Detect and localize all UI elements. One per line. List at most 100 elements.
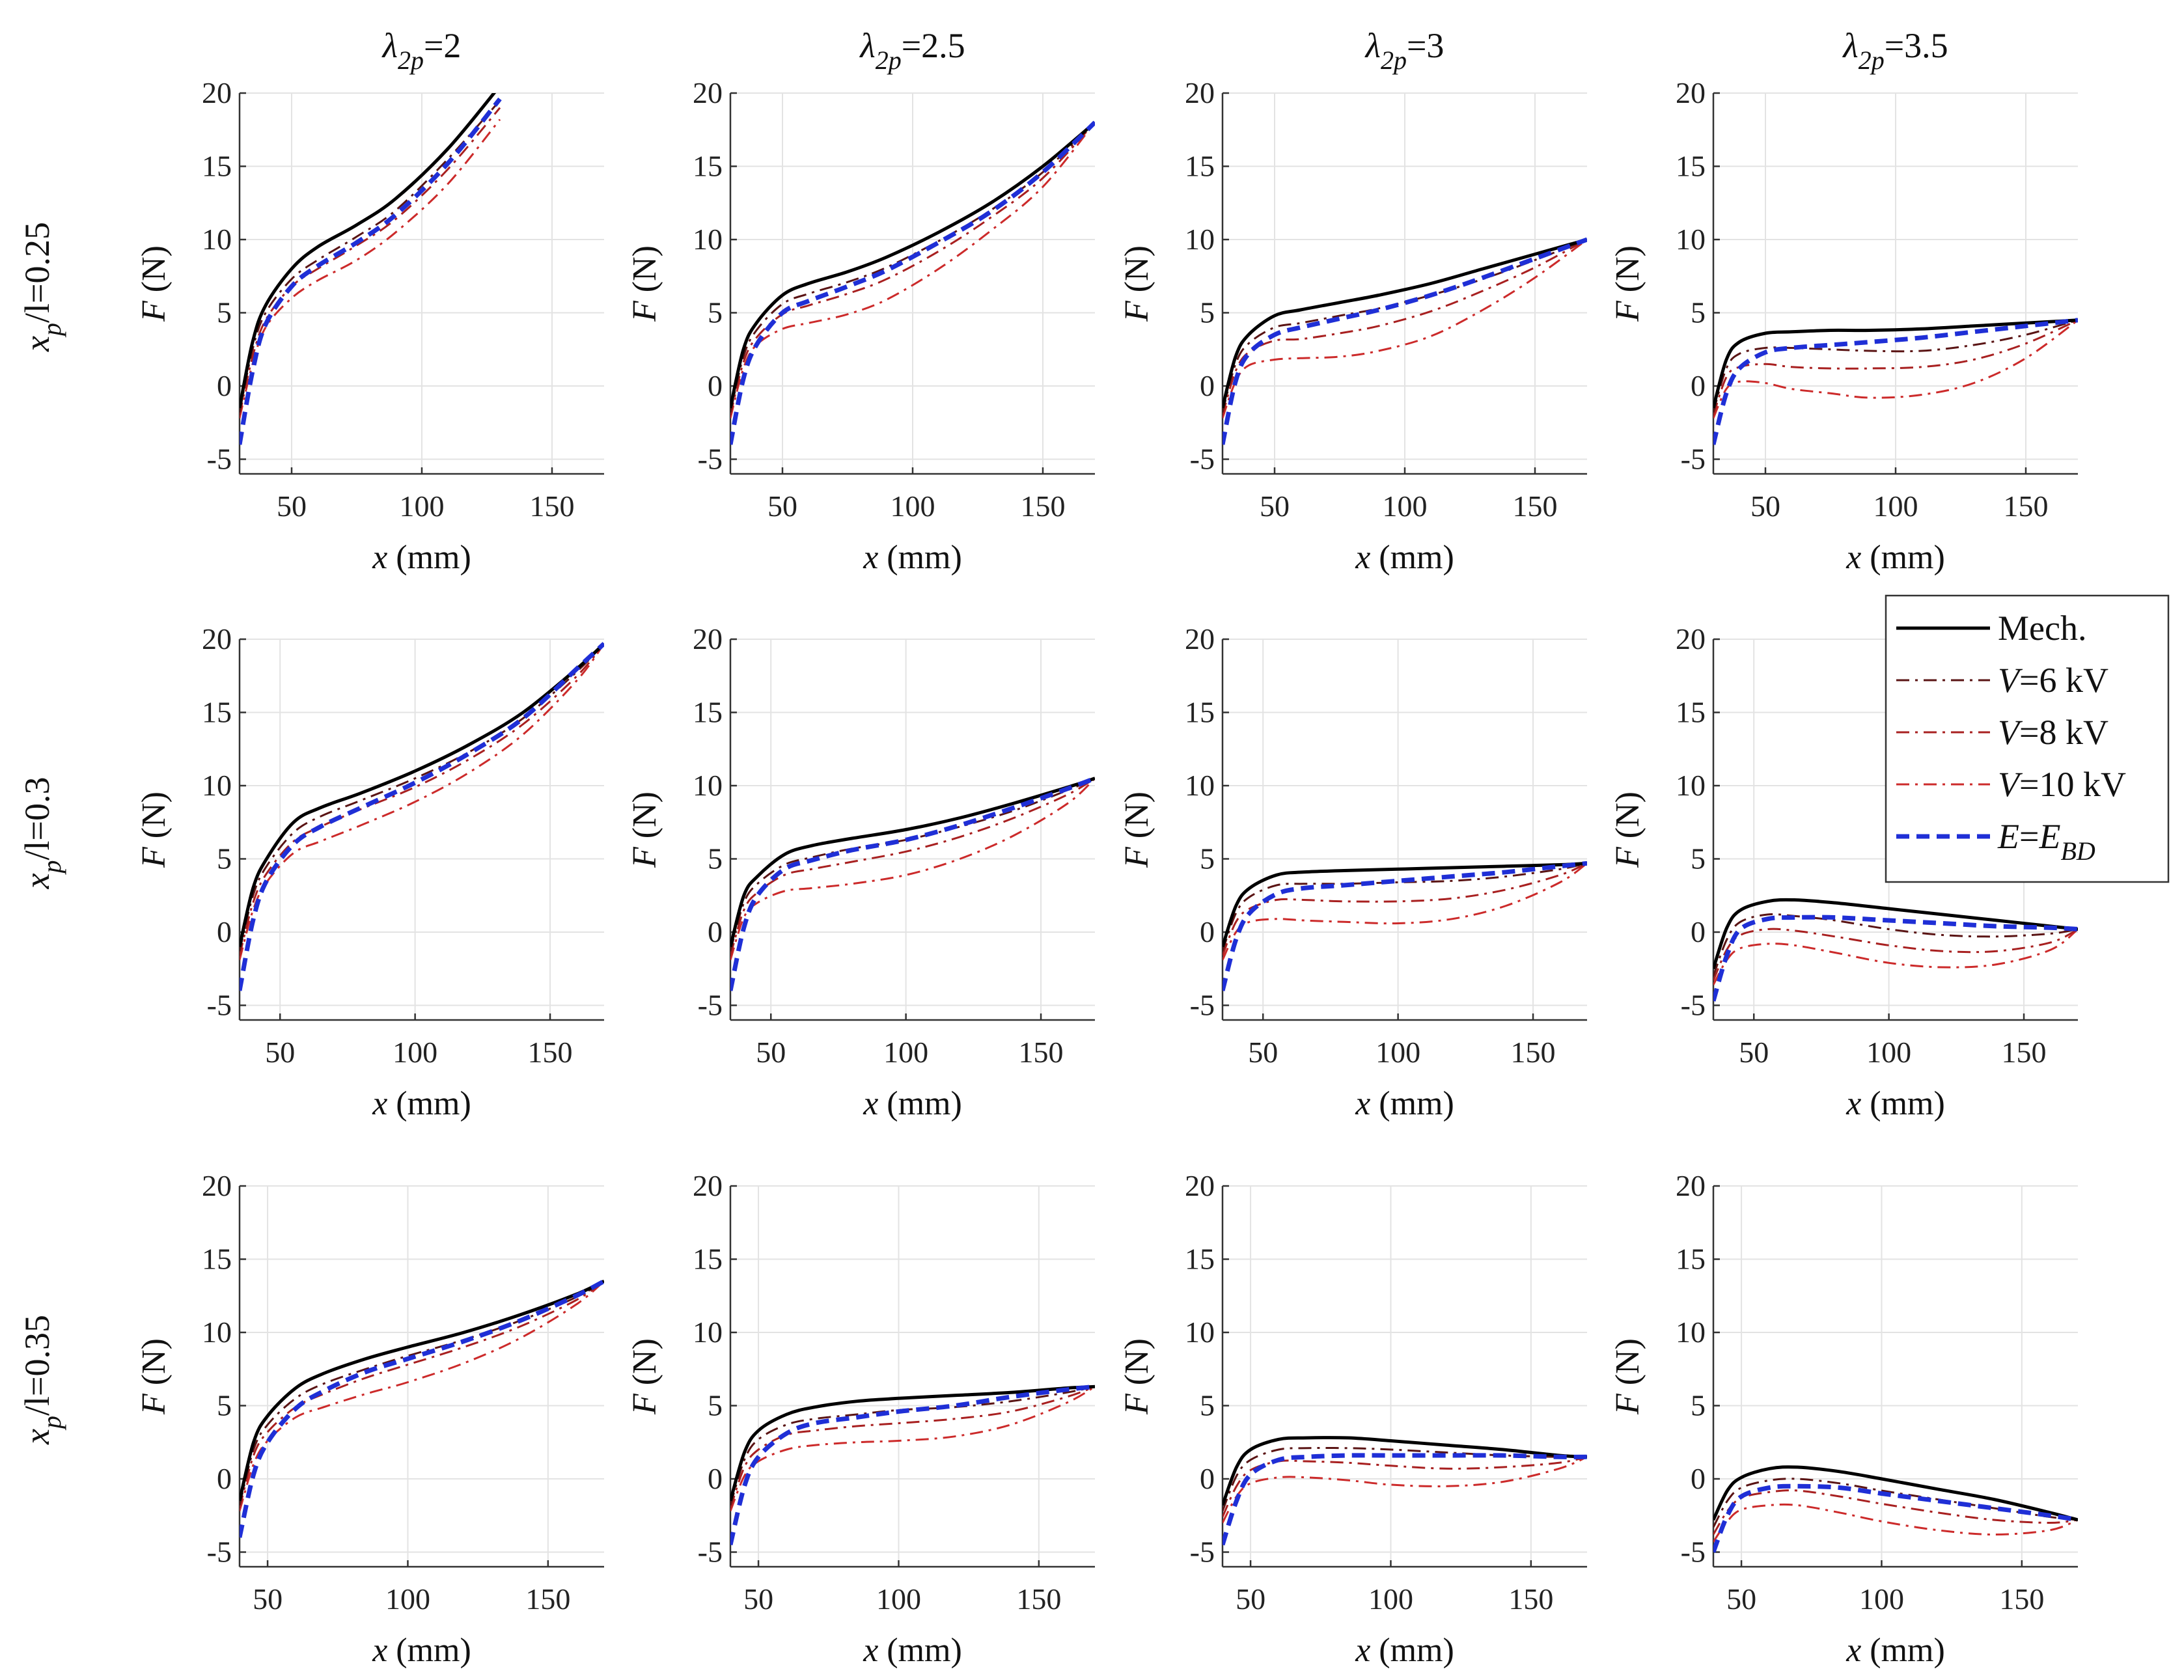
y-tick-label: 0 <box>708 1462 723 1495</box>
x-axis-label: x (mm) <box>863 1085 962 1122</box>
plot-area <box>1223 1186 1587 1567</box>
y-tick-label: 20 <box>202 1169 232 1202</box>
panel-r1-c0: -5 0 5 10 15 20 50 100 150 x (mm) F (N) <box>135 622 604 1122</box>
series-group <box>240 1279 604 1538</box>
series-group <box>240 642 604 991</box>
series-line-v-10-kv <box>1223 238 1587 419</box>
y-tick-label: 10 <box>693 1315 723 1349</box>
y-tick-label: 5 <box>1691 842 1706 875</box>
x-tick-label: 50 <box>253 1582 283 1616</box>
series-line-v-8-kv <box>730 121 1095 416</box>
series-line-v-6-kv <box>240 100 501 413</box>
y-tick-label: 10 <box>1185 769 1215 802</box>
y-tick-label: 5 <box>708 1389 723 1422</box>
x-tick-label: 150 <box>525 1582 570 1616</box>
y-tick-label: 20 <box>202 622 232 655</box>
x-tick-label: 100 <box>883 1036 928 1069</box>
x-axis-label: x (mm) <box>863 539 962 576</box>
column-title-2: λ2p=2.5 <box>859 26 965 75</box>
y-tick-label: 0 <box>708 369 723 402</box>
series-line-mech <box>1713 898 2078 970</box>
y-axis-label: F (N) <box>135 1338 173 1415</box>
x-tick-label: 150 <box>2002 1036 2047 1069</box>
series-line-mech <box>240 642 604 948</box>
panel-r2-c2: -5 0 5 10 15 20 50 100 150 x (mm) F (N) <box>1118 1169 1587 1669</box>
x-axis-label: x (mm) <box>372 1085 471 1122</box>
y-tick-label: 0 <box>1691 1462 1706 1495</box>
plot-area <box>730 1186 1095 1567</box>
y-tick-label: 15 <box>202 150 232 183</box>
series-line-mech <box>730 121 1095 409</box>
y-tick-label: 15 <box>693 150 723 183</box>
series-line-v-6-kv <box>1713 913 2078 977</box>
x-tick-label: 50 <box>265 1036 295 1069</box>
series-line-v-8-kv <box>1713 928 2078 981</box>
x-tick-label: 50 <box>743 1582 773 1616</box>
x-tick-label: 100 <box>1873 489 1918 523</box>
series-line-e-e-bd <box>1223 861 1587 991</box>
legend-item-3: V=8 kV <box>1998 713 2108 752</box>
y-axis-label: F (N) <box>626 792 663 868</box>
y-tick-label: 10 <box>1185 223 1215 256</box>
series-group <box>730 776 1095 991</box>
y-tick-label: 10 <box>202 1315 232 1349</box>
y-tick-label: 10 <box>693 223 723 256</box>
y-tick-label: 20 <box>1185 1169 1215 1202</box>
legend-box <box>1885 594 2170 883</box>
y-tick-label: 20 <box>202 76 232 109</box>
series-line-v-6-kv <box>240 642 604 952</box>
legend: Mech. V=6 kV V=8 kV V=10 kV E=EBD <box>1885 594 2170 883</box>
x-axis-label: x (mm) <box>372 1632 471 1669</box>
series-line-e-e-bd <box>240 1279 604 1538</box>
panel-r1-c1: -5 0 5 10 15 20 50 100 150 x (mm) F (N) <box>626 622 1095 1122</box>
series-line-v-8-kv <box>730 1385 1095 1509</box>
series-line-v-6-kv <box>1713 319 2078 413</box>
series-line-mech <box>1223 1436 1587 1506</box>
y-tick-label: 15 <box>1676 150 1706 183</box>
series-line-v-6-kv <box>1223 862 1587 952</box>
y-tick-label: 0 <box>1691 369 1706 402</box>
series-group <box>730 120 1095 445</box>
panel-r1-c2: -5 0 5 10 15 20 50 100 150 x (mm) F (N) <box>1118 622 1587 1122</box>
y-tick-label: 10 <box>1185 1315 1215 1349</box>
series-line-v-10-kv <box>1223 1455 1587 1524</box>
x-tick-label: 50 <box>1248 1036 1278 1069</box>
legend-item-4: V=10 kV <box>1998 765 2126 804</box>
series-line-e-e-bd <box>1223 237 1587 445</box>
series-line-v-8-kv <box>1713 1489 2078 1535</box>
x-tick-label: 100 <box>393 1036 437 1069</box>
series-group <box>1223 861 1587 991</box>
y-tick-label: 15 <box>202 1243 232 1276</box>
y-tick-label: -5 <box>207 1535 232 1569</box>
y-tick-label: 20 <box>1676 622 1706 655</box>
series-line-mech <box>240 93 497 409</box>
x-tick-label: 50 <box>1739 1036 1769 1069</box>
y-tick-label: 20 <box>693 622 723 655</box>
x-tick-label: 150 <box>1508 1582 1553 1616</box>
y-tick-label: 5 <box>217 296 232 329</box>
series-line-mech <box>240 1280 604 1502</box>
panel-r2-c3: -5 0 5 10 15 20 50 100 150 x (mm) F (N) <box>1609 1169 2078 1669</box>
x-axis-label: x (mm) <box>1355 539 1454 576</box>
y-tick-label: 5 <box>1200 1389 1215 1422</box>
y-tick-label: -5 <box>207 989 232 1022</box>
y-tick-label: 20 <box>1676 76 1706 109</box>
series-line-mech <box>1713 1465 2078 1522</box>
y-tick-label: -5 <box>1190 443 1215 476</box>
y-tick-label: 10 <box>202 769 232 802</box>
y-axis-label: F (N) <box>135 792 173 868</box>
y-tick-label: 15 <box>1185 1243 1215 1276</box>
x-tick-label: 50 <box>277 489 307 523</box>
column-title-4: λ2p=3.5 <box>1842 26 1948 75</box>
y-tick-label: 10 <box>1676 1315 1706 1349</box>
y-tick-label: 5 <box>1200 842 1215 875</box>
column-title-3: λ2p=3 <box>1364 26 1444 75</box>
series-group <box>1713 898 2078 1002</box>
series-line-v-6-kv <box>730 1385 1095 1506</box>
y-axis-label: F (N) <box>626 245 663 322</box>
series-line-v-6-kv <box>730 777 1095 952</box>
legend-item-2: V=6 kV <box>1998 661 2108 700</box>
series-line-mech <box>1713 318 2078 409</box>
x-tick-label: 150 <box>528 1036 573 1069</box>
